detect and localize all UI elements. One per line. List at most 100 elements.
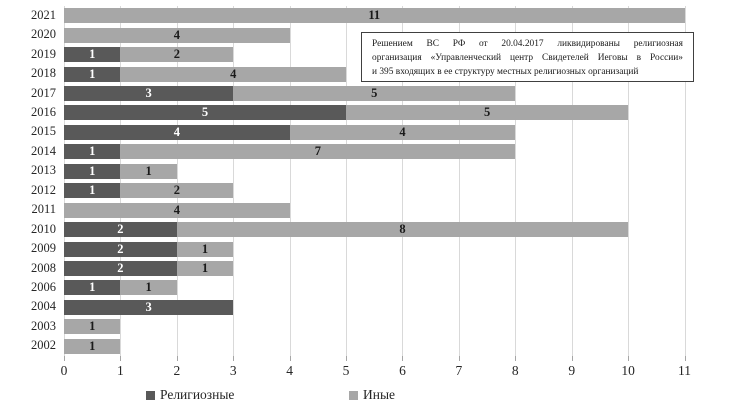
y-axis-label: 2004 [31,299,56,314]
y-axis-label: 2012 [31,182,56,197]
y-axis-label: 2021 [31,7,56,22]
x-axis-label: 9 [568,363,576,378]
bar-value-label: 1 [89,66,96,81]
legend-item-religioznye: Религиозные [146,387,234,403]
x-axis-tick [233,356,235,361]
bar-value-label: 2 [117,241,124,256]
y-axis-label: 2019 [31,46,56,61]
x-axis-tick [176,356,178,361]
gridline [684,6,686,356]
bar-value-label: 2 [173,183,180,198]
bar-segment-inye: 1 [64,338,121,354]
gridline [571,6,573,356]
bar-value-label: 3 [145,86,152,100]
x-axis-label: 8 [511,363,519,378]
bar-value-label: 1 [89,338,96,353]
bar-value-label: 4 [230,66,237,81]
bar-segment-inye: 1 [176,241,234,257]
annotation-line: и 395 входящих в ее структуру местных ре… [372,67,639,77]
bar-segment-religioznye: 1 [64,144,121,160]
bar-segment-inye: 4 [64,202,290,218]
x-axis-tick [628,356,630,361]
legend-item-inye: Иные [349,387,395,403]
bar-segment-inye: 4 [120,66,347,82]
bar-segment-inye: 1 [120,163,177,179]
gridline [120,6,122,356]
gridline [289,6,291,356]
bar-value-label: 8 [399,222,406,237]
gridline [628,6,630,356]
legend-swatch-light-icon [349,390,358,400]
y-axis-label: 2002 [31,338,56,353]
x-axis-tick [458,356,460,361]
annotation-line: организация «Управленческий центр Свидет… [372,53,683,63]
bar-segment-inye: 2 [120,47,234,63]
bar-segment-religioznye: 3 [64,86,234,101]
bar-segment-inye: 4 [64,27,290,43]
legend-label: Религиозные [160,387,235,402]
bar-value-label: 2 [117,222,124,237]
x-axis-label: 0 [60,363,68,378]
x-axis-label: 11 [678,363,691,378]
bar-value-label: 1 [145,280,152,295]
x-axis-tick [64,356,65,361]
gridline [233,6,235,356]
bar-segment-religioznye: 1 [64,47,121,63]
x-axis-tick [120,356,122,361]
bar-segment-religioznye: 5 [64,105,347,121]
bar-value-label: 1 [145,163,152,178]
x-axis-tick [346,356,348,361]
y-axis-label: 2003 [31,318,56,333]
bar-segment-inye: 11 [64,8,685,24]
bar-value-label: 4 [173,124,180,139]
bar-value-label: 2 [117,261,124,275]
y-axis-label: 2013 [31,163,56,178]
bar-segment-inye: 7 [120,144,516,160]
x-axis-label: 5 [342,363,350,378]
bar-value-label: 1 [89,319,96,334]
x-axis-tick [515,356,517,361]
x-axis-label: 3 [229,363,237,378]
bar-segment-inye: 2 [120,183,234,199]
bar-value-label: 5 [371,86,378,100]
bar-value-label: 1 [89,183,96,198]
legend-swatch-dark-icon [146,390,155,400]
x-axis-label: 4 [286,363,293,378]
y-axis-label: 2015 [31,124,56,139]
bar-value-label: 5 [483,105,491,120]
bar-value-label: 4 [173,27,180,42]
bar-segment-inye: 1 [120,280,177,296]
bar-value-label: 5 [201,105,209,120]
x-axis-label: 6 [399,363,406,378]
bar-segment-inye: 5 [233,86,516,101]
bar-value-label: 4 [399,124,406,139]
x-axis-tick [571,356,573,361]
bar-segment-inye: 1 [64,319,121,335]
y-axis-label: 2016 [31,104,56,119]
bar-segment-religioznye: 1 [64,163,121,179]
x-axis-label: 2 [173,363,181,378]
bar-value-label: 3 [145,299,152,314]
x-axis-tick [289,356,291,361]
legend-label: Иные [363,387,396,402]
bar-segment-religioznye: 2 [64,222,177,238]
bar-segment-religioznye: 2 [64,261,177,276]
bar-value-label: 1 [89,47,96,62]
x-axis-label: 7 [455,363,463,378]
bar-value-label: 1 [201,241,209,256]
bar-segment-inye: 4 [289,124,516,140]
x-axis-label: 10 [621,363,635,378]
bar-segment-inye: 1 [176,261,234,276]
bar-value-label: 2 [173,47,180,62]
y-axis-label: 2008 [31,260,56,275]
bar-value-label: 7 [314,144,321,159]
y-axis-label: 2009 [31,241,56,256]
gridline [515,6,517,356]
y-axis-label: 2018 [31,66,56,81]
x-axis-label: 1 [117,363,124,378]
annotation-line: Решением ВС РФ от 20.04.2017 ликвидирова… [372,39,683,49]
y-axis-label: 2017 [31,85,56,100]
annotation-box: Решением ВС РФ от 20.04.2017 ликвидирова… [361,32,694,82]
